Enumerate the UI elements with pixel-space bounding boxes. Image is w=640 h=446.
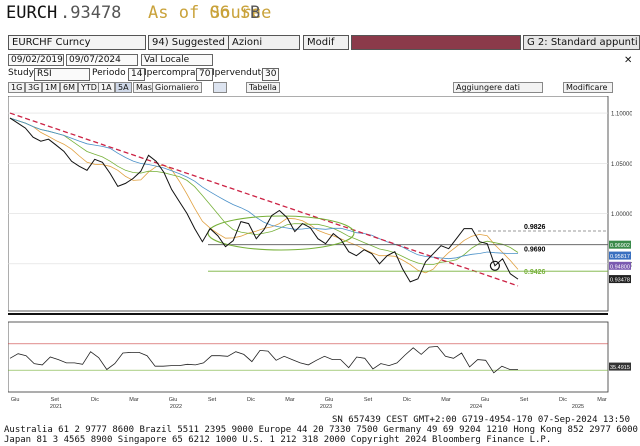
price-tick-label: 1.00000 (611, 212, 632, 218)
rsi-flag-box (609, 362, 631, 371)
time-axis-year-label: 2021 (50, 404, 62, 410)
time-axis-year-label: 2025 (572, 404, 584, 410)
time-axis-month-label: Mar (597, 397, 607, 403)
range-button-5a[interactable]: 5A (115, 82, 132, 93)
table-button[interactable]: Tabella (246, 82, 280, 93)
time-axis-month-label: Mar (129, 397, 139, 403)
range-button-ytd[interactable]: YTD (78, 82, 100, 93)
actions-menu[interactable]: Azioni (228, 35, 300, 50)
price-tick-label: 1.10000 (611, 112, 632, 118)
rsi-flag-label: 35.4915 (610, 365, 630, 371)
price-chart[interactable]: 0.9826 0.9690 0.9426 1.10000 1.05000 1.000… (8, 96, 632, 410)
price-flag-label: 0.94800 (610, 264, 630, 270)
rsi-value-flag: 35.4915 (609, 362, 631, 371)
price-flag-box (609, 275, 631, 284)
value-mode-select[interactable]: Val Locale (141, 54, 213, 66)
low-level-label: 0.9426 (524, 269, 546, 276)
study-label: Study (8, 68, 34, 78)
chart-type-button[interactable] (213, 82, 227, 93)
time-axis-month-label: Set (208, 397, 217, 403)
time-axis-year-label: 2024 (470, 404, 482, 410)
oversold-input[interactable]: 30 (262, 68, 280, 81)
range-button-1m[interactable]: 1M (42, 82, 60, 93)
price-flag-box (609, 251, 631, 260)
rsi-line (9, 345, 518, 374)
ticker-field[interactable]: EURCHF Curncy (8, 35, 146, 50)
end-date-input[interactable]: 09/07/2024 (66, 54, 138, 66)
price-flag-label: 0.93478 (610, 278, 630, 284)
current-price-marker (489, 260, 501, 271)
frequency-select[interactable]: Giornaliero (152, 82, 202, 93)
chart-tab[interactable]: G 2: Standard appunti (523, 35, 640, 50)
header-as-of: As of 06 Se (148, 3, 261, 23)
price-gridlines (8, 112, 608, 265)
period-input[interactable]: 14 (128, 68, 146, 81)
close-icon[interactable]: ✕ (624, 55, 633, 66)
time-axis-year-label: 2022 (170, 404, 182, 410)
moving-average-2 (9, 117, 519, 265)
range-button-3g[interactable]: 3G (25, 82, 43, 93)
time-axis: Giu Set Dic Mar Giu Set Dic Mar Giu Set Dic Mar Giu S… (11, 397, 607, 410)
overbought-label: Ipercomprato (144, 68, 205, 78)
toolbar-spacer (351, 35, 521, 50)
time-axis-month-label: Giu (169, 397, 178, 403)
header-symbol: EURCH (6, 3, 58, 23)
suggested-charts-button[interactable]: 94) Suggested Charts (148, 35, 246, 50)
range-button-6m[interactable]: 6M (60, 82, 78, 93)
edit-menu[interactable]: Modif (303, 35, 349, 50)
period-label: Periodo (92, 68, 126, 78)
time-axis-year-label: 2023 (320, 404, 332, 410)
time-axis-month-label: Mar (285, 397, 295, 403)
time-axis-month-label: Set (520, 397, 529, 403)
time-axis-month-label: Giu (481, 397, 490, 403)
price-tick-label: 1.05000 (611, 162, 632, 168)
price-flag-box (609, 240, 631, 249)
mid-level-label: 0.9690 (524, 247, 546, 254)
oversold-label: Ipervenduto (212, 68, 267, 78)
range-toolbar: 1G 3G 1M 6M YTD 1A 5A Mass Giornaliero T… (8, 82, 638, 94)
header-source-value: B (250, 3, 261, 23)
footer-phone-line-1: Australia 61 2 9777 8600 Brazil 5511 239… (4, 425, 638, 435)
time-axis-month-label: Dic (247, 397, 255, 403)
time-axis-month-label: Set (364, 397, 373, 403)
price-panel-frame (8, 96, 609, 312)
start-date-input[interactable]: 09/02/2019 (8, 54, 64, 66)
footer-session-line: SN 657439 CEST GMT+2:00 G719-4954-170 07… (332, 415, 631, 425)
time-axis-month-label: Set (51, 397, 60, 403)
price-axis-flags: 0.96902 0.95817 0.94800 0.93478 (609, 240, 631, 284)
add-data-button[interactable]: Aggiungere dati (453, 82, 543, 93)
time-axis-month-label: Dic (91, 397, 99, 403)
security-header: EURCH .93478 As of 06 Se Source B (0, 0, 640, 28)
command-toolbar: EURCHF Curncy 94) Suggested Charts Azion… (8, 35, 640, 51)
upper-level-label: 0.9826 (524, 224, 546, 231)
downtrend-line (9, 112, 519, 287)
header-last-price: .93478 (60, 3, 122, 23)
time-axis-month-label: Giu (325, 397, 334, 403)
price-flag-label: 0.95817 (610, 254, 630, 260)
price-line (9, 117, 519, 283)
time-axis-month-label: Mar (441, 397, 451, 403)
moving-average-3 (9, 117, 519, 260)
footer-phone-line-2: Japan 81 3 4565 8900 Singapore 65 6212 1… (4, 435, 552, 445)
price-flag-label: 0.96902 (610, 243, 630, 249)
modify-button[interactable]: Modificare (563, 82, 613, 93)
time-axis-month-label: Giu (11, 397, 20, 403)
moving-average-1 (9, 117, 519, 274)
moving-average-lines (9, 117, 519, 274)
time-axis-month-label: Dic (559, 397, 567, 403)
range-button-1a[interactable]: 1A (98, 82, 115, 93)
price-flag-box (609, 261, 631, 270)
overbought-input[interactable]: 70 (196, 68, 214, 81)
rsi-panel-frame (8, 321, 609, 393)
time-axis-month-label: Dic (403, 397, 411, 403)
range-button-1g[interactable]: 1G (8, 82, 26, 93)
header-source-label: Source (210, 3, 272, 23)
study-select[interactable]: RSI (34, 68, 90, 81)
